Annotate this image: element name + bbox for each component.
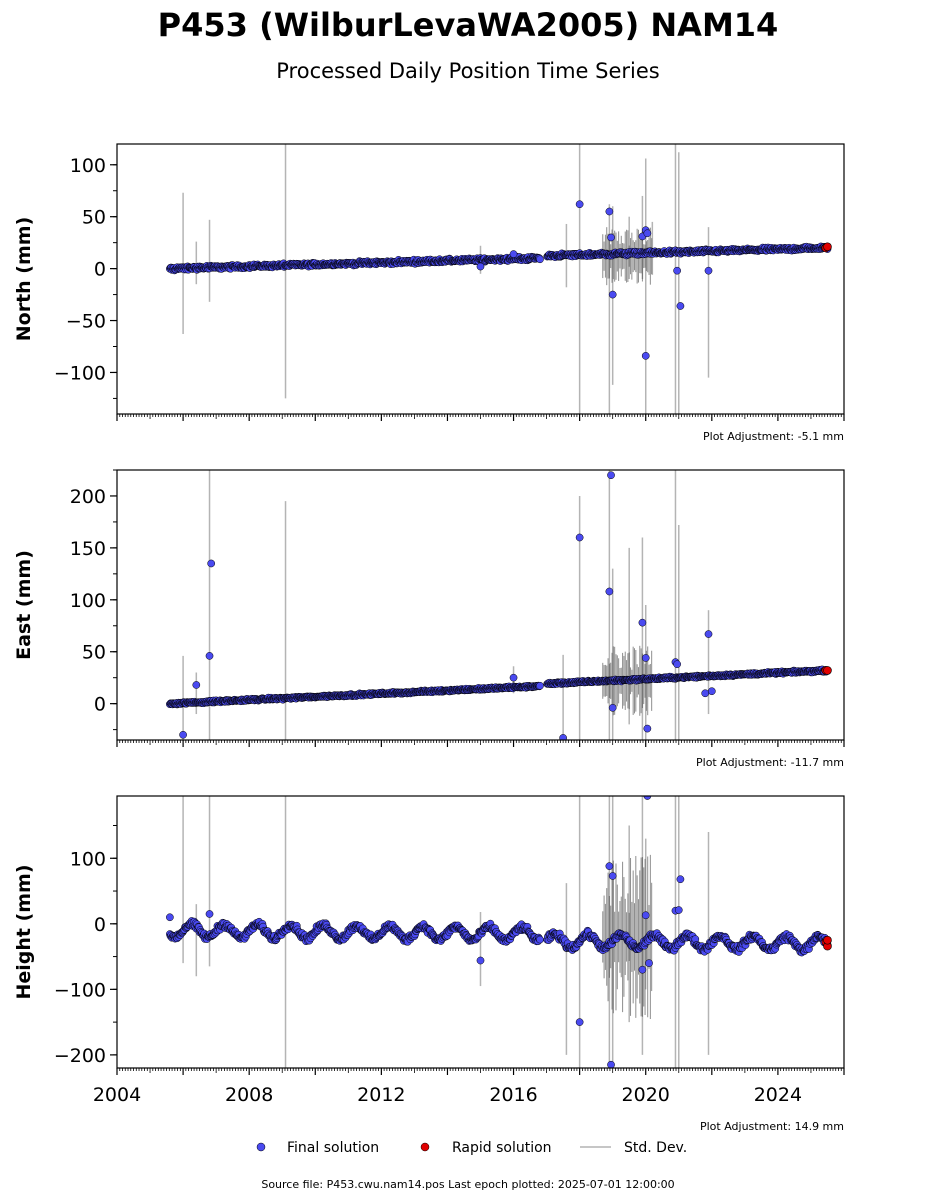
legend-rapid-label: Rapid solution: [452, 1140, 552, 1156]
y-axis-label: North (mm): [13, 217, 35, 342]
final-point: [704, 266, 713, 275]
final-point: [207, 559, 216, 568]
final-point: [608, 872, 617, 880]
final-point: [638, 965, 647, 974]
plot-area: [166, 144, 832, 414]
xtick-label: 2004: [93, 1084, 141, 1106]
ytick-label: 100: [70, 848, 106, 870]
rapid-point: [823, 242, 832, 252]
final-point: [608, 703, 617, 712]
final-point: [673, 266, 681, 275]
final-point: [707, 687, 716, 696]
xtick-label: 2012: [357, 1084, 405, 1106]
source-footer: Source file: P453.cwu.nam14.pos Last epo…: [261, 1178, 674, 1191]
plot-adjustment: Plot Adjustment: -5.1 mm: [703, 430, 844, 443]
ytick-label: 0: [94, 914, 106, 936]
ytick-label: 50: [82, 207, 106, 229]
final-point: [638, 618, 647, 627]
final-point: [536, 681, 544, 690]
final-point: [641, 351, 650, 360]
rapid-point: [823, 666, 832, 675]
ytick-label: 100: [70, 155, 106, 177]
legend: Final solution Rapid solution Std. Dev.: [256, 1140, 687, 1156]
final-point: [676, 875, 685, 884]
final-point: [166, 913, 174, 922]
final-point: [641, 911, 650, 920]
ytick-label: −50: [66, 311, 106, 333]
ytick-label: −100: [54, 362, 106, 384]
final-point: [509, 673, 518, 682]
panels: 100 50 0 −50 −100 North (mm) Plot Adjustment: …: [13, 143, 845, 1133]
plot-adjustment: Plot Adjustment: 14.9 mm: [700, 1120, 844, 1133]
final-point: [575, 200, 584, 209]
xtick-label: 2008: [225, 1084, 273, 1106]
final-point: [205, 910, 214, 918]
final-point: [676, 302, 685, 310]
final-point: [605, 587, 614, 596]
final-point: [536, 935, 544, 944]
plot-area: [166, 796, 832, 1068]
final-point: [192, 681, 201, 689]
y-axis-label: Height (mm): [13, 864, 35, 999]
axes-frame: [116, 143, 845, 415]
final-point: [205, 652, 214, 660]
xtick-label: 2016: [489, 1084, 537, 1106]
legend-final-marker: [256, 1142, 266, 1152]
final-point: [673, 660, 681, 669]
plot-adjustment: Plot Adjustment: -11.7 mm: [696, 756, 844, 769]
panel-0: 100 50 0 −50 −100 North (mm) Plot Adjustment: …: [13, 143, 845, 443]
final-point: [643, 229, 652, 238]
final-point: [476, 956, 485, 965]
final-point: [476, 262, 485, 271]
final-point: [575, 533, 584, 542]
legend-final-label: Final solution: [287, 1140, 379, 1156]
ytick-label: 150: [70, 538, 106, 560]
final-point: [179, 730, 187, 739]
final-point: [575, 1018, 584, 1026]
final-point: [607, 471, 615, 480]
ytick-label: 50: [82, 642, 106, 664]
rapid-point: [823, 935, 832, 945]
final-point: [607, 1060, 615, 1068]
chart-title: P453 (WilburLevaWA2005) NAM14: [158, 6, 779, 44]
panel-1: 200 150 100 50 0 East (mm) Plot Adjustment: -1…: [13, 469, 845, 769]
final-point: [608, 290, 617, 299]
panel-2: 100 0 −100 −200 2004 2008 2012 2016 2020 2024 Heig…: [13, 795, 845, 1133]
xtick-label: 2020: [622, 1084, 670, 1106]
ytick-label: −200: [54, 1045, 106, 1067]
final-point: [559, 734, 567, 740]
final-point: [607, 233, 615, 242]
ytick-label: 0: [94, 259, 106, 281]
legend-std-label: Std. Dev.: [624, 1140, 687, 1156]
final-point: [674, 906, 683, 914]
final-point: [645, 959, 653, 967]
ytick-label: −100: [54, 979, 106, 1001]
chart-subtitle: Processed Daily Position Time Series: [276, 59, 660, 83]
y-axis-label: East (mm): [13, 550, 35, 660]
ytick-label: 0: [94, 694, 106, 716]
final-point: [605, 207, 614, 216]
final-point: [509, 250, 518, 258]
final-point: [704, 630, 713, 638]
ytick-label: 200: [70, 486, 106, 508]
final-point: [701, 689, 710, 698]
final-point: [641, 654, 650, 662]
ytick-label: 100: [70, 590, 106, 612]
xtick-label: 2024: [754, 1084, 802, 1106]
final-point: [536, 255, 544, 264]
legend-rapid-marker: [420, 1142, 430, 1152]
plot-area: [166, 470, 832, 740]
final-point: [643, 724, 652, 733]
final-point: [605, 862, 614, 870]
